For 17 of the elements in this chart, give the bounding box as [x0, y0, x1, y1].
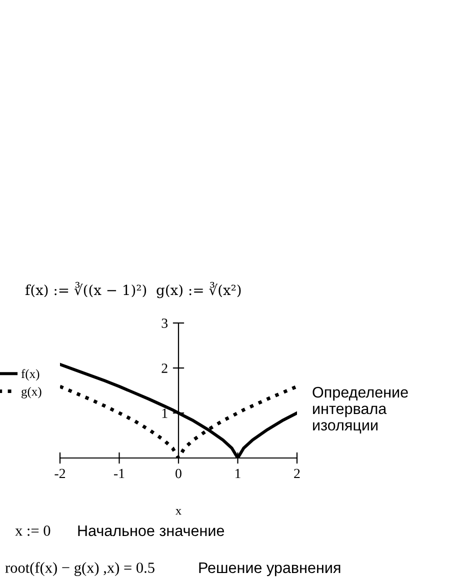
y-tick-label: 3: [162, 318, 168, 328]
legend-label: f(x): [21, 369, 40, 381]
legend-label: g(x): [22, 386, 42, 398]
x-tick-label: 2: [294, 468, 300, 478]
x-axis-title: x: [175, 508, 182, 515]
text: Определение интервала изоляции: [312, 386, 408, 434]
y-tick-label: 1: [162, 408, 168, 418]
text: Начальное значение: [78, 525, 224, 536]
x-tick-label: -1: [114, 468, 124, 478]
text: x := 0: [15, 526, 50, 536]
chart-title: f(x) := ∛((x − 1)²) g(x) := ∛(x²): [26, 282, 241, 298]
y-tick-label: 2: [162, 364, 168, 373]
x-tick-label: 1: [236, 468, 240, 478]
x-tick-label: -2: [54, 468, 66, 478]
text: Решение уравнения: [199, 562, 340, 576]
text: root(f(x) − g(x) ,x) = 0.5: [5, 562, 154, 576]
x-tick-label: 0: [176, 468, 182, 478]
